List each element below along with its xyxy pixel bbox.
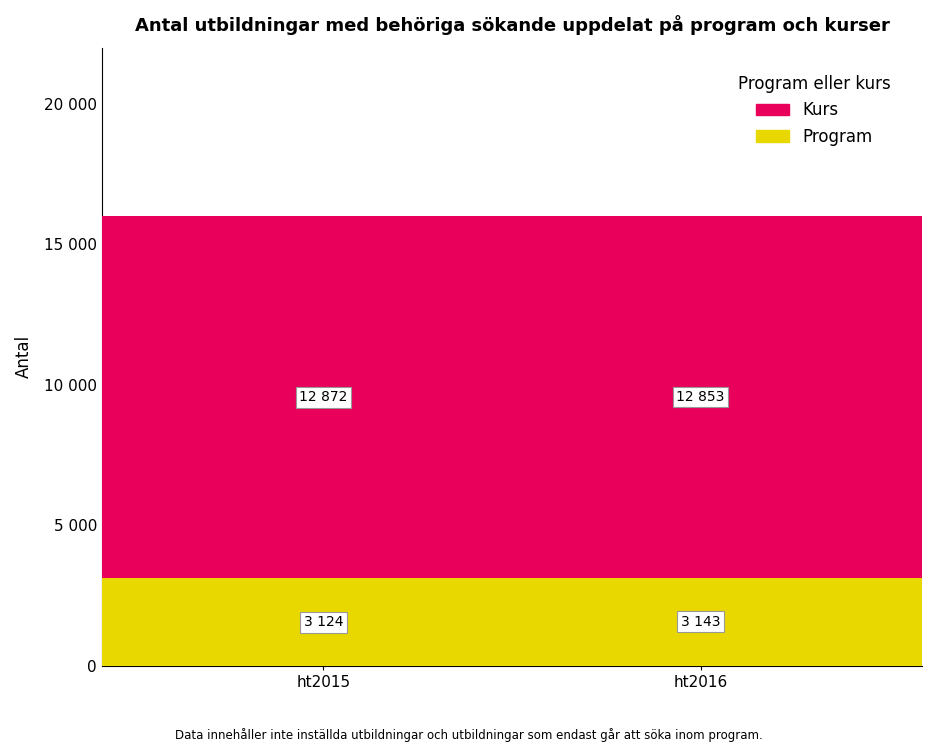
Text: Data innehåller inte inställda utbildningar och utbildningar som endast går att : Data innehåller inte inställda utbildnin… bbox=[174, 728, 762, 742]
Bar bbox=[433, 217, 936, 578]
Bar bbox=[433, 578, 936, 666]
Bar bbox=[57, 578, 590, 666]
Legend: Kurs, Program: Kurs, Program bbox=[730, 68, 897, 152]
Title: Antal utbildningar med behöriga sökande uppdelat på program och kurser: Antal utbildningar med behöriga sökande … bbox=[135, 15, 888, 35]
Text: 3 143: 3 143 bbox=[680, 615, 720, 628]
Text: 12 853: 12 853 bbox=[676, 390, 724, 404]
Text: 12 872: 12 872 bbox=[299, 390, 347, 404]
Text: 3 124: 3 124 bbox=[303, 615, 343, 629]
Bar bbox=[57, 217, 590, 578]
Y-axis label: Antal: Antal bbox=[15, 335, 33, 378]
